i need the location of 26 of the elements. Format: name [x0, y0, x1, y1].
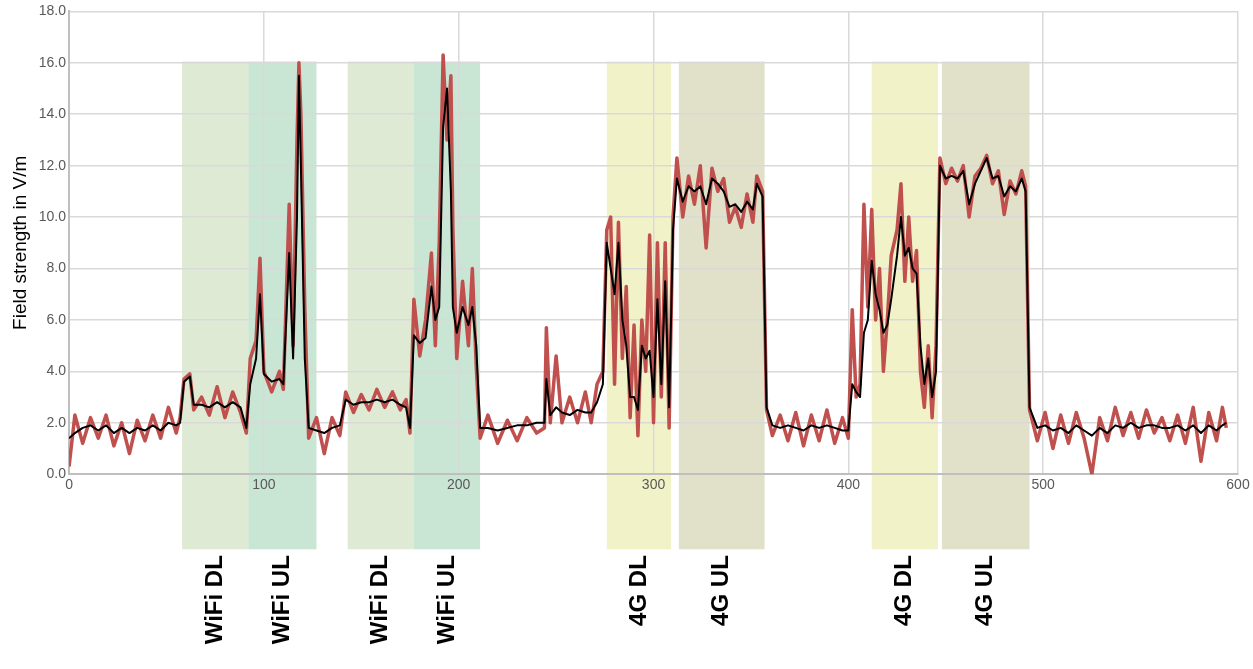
- y-tick-label: 8.0: [46, 259, 67, 276]
- band-label: 4G DL: [889, 555, 917, 626]
- y-axis-title: Field strength in V/m: [8, 155, 30, 330]
- band-label: WiFi UL: [431, 555, 459, 645]
- band-label: WiFi DL: [365, 555, 393, 645]
- x-tick-label: 400: [836, 476, 861, 493]
- band-label: WiFi UL: [267, 555, 295, 645]
- y-tick-label: 12.0: [38, 156, 67, 173]
- x-tick-label: 0: [65, 476, 74, 493]
- x-tick-label: 200: [447, 476, 471, 493]
- band-label: 4G UL: [706, 555, 734, 626]
- x-tick-label: 100: [252, 476, 276, 493]
- y-tick-label: 6.0: [46, 310, 67, 327]
- y-tick-label: 4.0: [46, 362, 67, 379]
- band-label: WiFi DL: [199, 555, 227, 645]
- band-label: 4G DL: [623, 555, 651, 626]
- y-tick-label: 18.0: [38, 2, 67, 19]
- y-tick-label: 10.0: [38, 207, 67, 224]
- y-tick-label: 14.0: [38, 105, 67, 122]
- y-tick-label: 16.0: [38, 53, 67, 70]
- band-label: 4G UL: [970, 555, 998, 626]
- y-tick-label: 2.0: [46, 413, 67, 430]
- x-tick-label: 500: [1031, 476, 1056, 493]
- y-tick-label: 0.0: [46, 465, 67, 482]
- x-tick-label: 600: [1226, 476, 1250, 493]
- x-tick-label: 300: [641, 476, 666, 493]
